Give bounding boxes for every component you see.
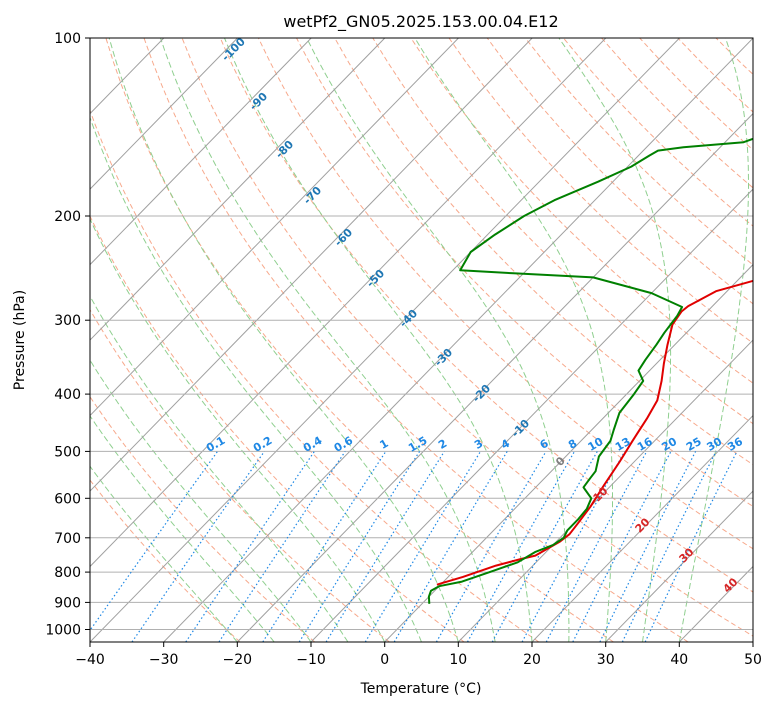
dry-adiabat-line (90, 308, 390, 642)
x-tick-label: −20 (223, 652, 253, 668)
y-axis-title: Pressure (hPa) (12, 290, 28, 390)
moist-adiabat-line (224, 38, 533, 642)
isotherm-line (752, 641, 753, 642)
temperature-profile-line (436, 279, 753, 586)
isotherm-line (90, 38, 680, 642)
x-tick-label: 30 (597, 652, 615, 668)
y-tick-label: 700 (54, 531, 81, 547)
dry-adiabat-line (296, 38, 753, 508)
x-tick-label: −10 (296, 652, 326, 668)
y-tick-label: 300 (54, 313, 81, 329)
x-tick-label: 50 (744, 652, 762, 668)
x-tick-label: 0 (380, 652, 389, 668)
dry-adiabat-line (105, 38, 614, 642)
isotherm-line (90, 38, 238, 190)
moist-adiabat-line (306, 38, 570, 642)
y-tick-label: 900 (54, 595, 81, 611)
plot-background (90, 38, 753, 642)
tick-layer: −40 −30 −20 −10 0 10 20 30 40 50 100 200 300 400 500 60… (45, 31, 762, 668)
mixing-ratio-line (521, 451, 626, 642)
dry-adiabat-line (90, 109, 540, 642)
y-tick-label: 600 (54, 491, 81, 507)
dry-adiabat-line (257, 38, 753, 550)
series-layer (427, 137, 753, 604)
x-axis-title: Temperature (°C) (360, 681, 482, 697)
moist-adiabat-line (414, 38, 613, 642)
mixing-ratio-line (599, 451, 697, 642)
moist-adiabat-line (90, 465, 238, 642)
isotherm-line (310, 188, 753, 642)
isotherm-line (90, 38, 312, 266)
dry-adiabat-line (334, 38, 753, 466)
y-tick-label: 500 (54, 444, 81, 460)
isotherm-line (90, 38, 607, 568)
moist-adiabat-line (678, 38, 749, 642)
isotherm-line (90, 38, 459, 417)
grid-layer (90, 38, 775, 642)
plot-frame (89, 37, 754, 643)
mixing-ratio-line (491, 451, 598, 642)
y-tick-label: 400 (54, 387, 81, 403)
x-tick-label: −40 (75, 652, 105, 668)
mixing-ratio-line (90, 451, 218, 632)
x-tick-label: −30 (149, 652, 179, 668)
isotherm-line (605, 490, 753, 642)
moist-adiabat-line (90, 359, 312, 642)
dry-adiabat-line (90, 215, 465, 642)
x-tick-label: 20 (523, 652, 541, 668)
dry-adiabat-line (486, 38, 753, 305)
isotherm-line (384, 263, 753, 642)
y-tick-label: 100 (54, 31, 81, 47)
moist-adiabat-line (108, 38, 459, 642)
mixing-ratio-line (131, 451, 265, 642)
y-tick-label: 800 (54, 565, 81, 581)
isotherm-line (531, 414, 753, 642)
mixing-ratio-line (262, 451, 387, 642)
dewpoint-profile-line (427, 137, 753, 604)
dry-adiabat-line (754, 38, 775, 642)
mixing-ratio-line (325, 451, 445, 642)
moist-adiabat-line (90, 415, 275, 642)
moist-adiabat-line (558, 38, 672, 642)
mixing-ratio-line (572, 451, 672, 642)
dry-adiabat-line (90, 479, 241, 642)
dry-adiabat-line (143, 38, 689, 642)
y-tick-label: 1000 (45, 623, 81, 639)
isotherm-line (236, 112, 753, 642)
mixing-ratio-line (218, 451, 346, 642)
isotherm-line (90, 38, 533, 492)
mixing-ratio-line (185, 451, 315, 642)
moist-adiabat-line (160, 38, 496, 642)
dry-adiabat-line (219, 38, 753, 593)
moist-adiabat-line (90, 217, 386, 642)
isotherm-line (163, 38, 753, 642)
moist-adiabat-line (90, 116, 422, 642)
dry-adiabat-line (410, 38, 753, 384)
x-tick-label: 40 (670, 652, 688, 668)
isotherm-line (457, 339, 753, 642)
dry-adiabat-line (90, 395, 316, 642)
y-tick-label: 200 (54, 209, 81, 225)
chart-title: wetPf2_GN05.2025.153.00.04.E12 (283, 12, 558, 32)
x-tick-label: 10 (449, 652, 467, 668)
